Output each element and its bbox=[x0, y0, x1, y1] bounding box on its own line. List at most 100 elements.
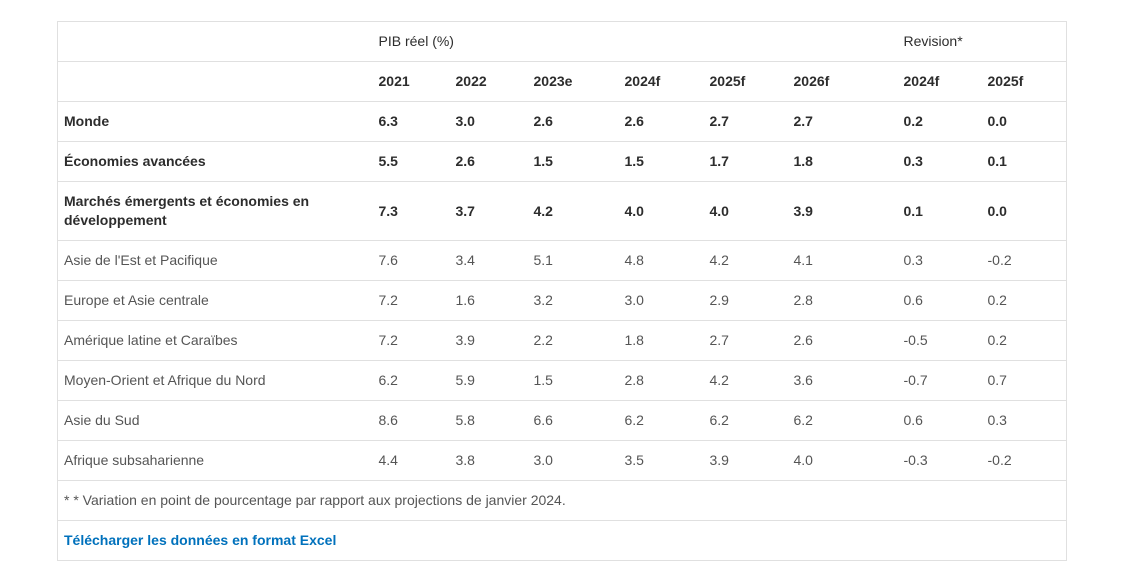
value-cell: 2.7 bbox=[703, 320, 788, 361]
value-cell: 0.3 bbox=[897, 240, 982, 281]
year-column-header: 2023e bbox=[527, 61, 619, 102]
footnote-text: * * Variation en point de pourcentage pa… bbox=[57, 480, 1067, 521]
value-cell: 1.6 bbox=[449, 280, 528, 321]
value-cell: 2.7 bbox=[703, 101, 788, 142]
value-cell: 6.3 bbox=[372, 101, 450, 142]
value-cell: 1.5 bbox=[527, 141, 619, 182]
value-cell: 0.3 bbox=[897, 141, 982, 182]
value-cell: 4.0 bbox=[618, 181, 704, 241]
year-header-row: 2021 2022 2023e 2024f 2025f 2026f 2024f 2025f bbox=[57, 61, 1067, 102]
gdp-forecast-table: PIB réel (%) Revision* 2021 2022 2023e 2024… bbox=[57, 21, 1068, 561]
value-cell: 0.1 bbox=[897, 181, 982, 241]
table-row: Asie de l'Est et Pacifique 7.6 3.4 5.1 4.8 4.… bbox=[57, 240, 1067, 281]
value-cell: 2.2 bbox=[527, 320, 619, 361]
row-label: Moyen-Orient et Afrique du Nord bbox=[57, 360, 373, 401]
value-cell: 4.1 bbox=[787, 240, 898, 281]
year-column-header: 2025f bbox=[981, 61, 1067, 102]
value-cell: 0.1 bbox=[981, 141, 1067, 182]
value-cell: 1.7 bbox=[703, 141, 788, 182]
value-cell: 2.6 bbox=[618, 101, 704, 142]
group-header-row: PIB réel (%) Revision* bbox=[57, 21, 1067, 62]
value-cell: 3.0 bbox=[618, 280, 704, 321]
value-cell: 0.2 bbox=[897, 101, 982, 142]
value-cell: 3.0 bbox=[449, 101, 528, 142]
value-cell: 0.3 bbox=[981, 400, 1067, 441]
value-cell: -0.2 bbox=[981, 240, 1067, 281]
value-cell: 8.6 bbox=[372, 400, 450, 441]
download-excel-link[interactable]: Télécharger les données en format Excel bbox=[64, 532, 337, 548]
value-cell: 2.7 bbox=[787, 101, 898, 142]
value-cell: 0.2 bbox=[981, 320, 1067, 361]
value-cell: 4.2 bbox=[703, 360, 788, 401]
table-body: Monde 6.3 3.0 2.6 2.6 2.7 2.7 0.2 0.0 Économies a… bbox=[57, 101, 1067, 481]
row-label: Europe et Asie centrale bbox=[57, 280, 373, 321]
table-row: Moyen-Orient et Afrique du Nord 6.2 5.9 1.5… bbox=[57, 360, 1067, 401]
year-column-header: 2024f bbox=[618, 61, 704, 102]
value-cell: 4.4 bbox=[372, 440, 450, 481]
download-link-cell: Télécharger les données en format Excel bbox=[57, 520, 1067, 561]
value-cell: 2.8 bbox=[787, 280, 898, 321]
table-row: Afrique subsaharienne 4.4 3.8 3.0 3.5 3.9 4.0-… bbox=[57, 440, 1067, 481]
value-cell: 3.2 bbox=[527, 280, 619, 321]
year-column-header: 2025f bbox=[703, 61, 788, 102]
value-cell: 2.8 bbox=[618, 360, 704, 401]
value-cell: -0.5 bbox=[897, 320, 982, 361]
value-cell: 4.2 bbox=[527, 181, 619, 241]
revision-group-header: Revision* bbox=[897, 21, 1067, 62]
value-cell: 3.9 bbox=[787, 181, 898, 241]
footnote-row: * * Variation en point de pourcentage pa… bbox=[57, 480, 1067, 521]
year-column-header: 2021 bbox=[372, 61, 450, 102]
value-cell: 7.2 bbox=[372, 320, 450, 361]
value-cell: 4.8 bbox=[618, 240, 704, 281]
value-cell: 5.8 bbox=[449, 400, 528, 441]
download-row: Télécharger les données en format Excel bbox=[57, 520, 1067, 561]
value-cell: 6.2 bbox=[703, 400, 788, 441]
row-label: Marchés émergents et économies en dévelo… bbox=[57, 181, 373, 241]
value-cell: 5.1 bbox=[527, 240, 619, 281]
value-cell: 0.6 bbox=[897, 280, 982, 321]
value-cell: 6.2 bbox=[618, 400, 704, 441]
value-cell: -0.3 bbox=[897, 440, 982, 481]
value-cell: 4.0 bbox=[703, 181, 788, 241]
value-cell: 7.2 bbox=[372, 280, 450, 321]
value-cell: 0.6 bbox=[897, 400, 982, 441]
value-cell: 3.7 bbox=[449, 181, 528, 241]
value-cell: 3.9 bbox=[703, 440, 788, 481]
value-cell: 4.0 bbox=[787, 440, 898, 481]
row-label: Asie du Sud bbox=[57, 400, 373, 441]
value-cell: 0.2 bbox=[981, 280, 1067, 321]
empty-label-header-cell bbox=[57, 61, 373, 102]
value-cell: 6.6 bbox=[527, 400, 619, 441]
value-cell: 2.6 bbox=[449, 141, 528, 182]
row-label: Afrique subsaharienne bbox=[57, 440, 373, 481]
value-cell: 0.0 bbox=[981, 101, 1067, 142]
value-cell: -0.2 bbox=[981, 440, 1067, 481]
gdp-forecast-table-container: PIB réel (%) Revision* 2021 2022 2023e 2024… bbox=[57, 21, 1068, 561]
value-cell: -0.7 bbox=[897, 360, 982, 401]
year-column-header: 2022 bbox=[449, 61, 528, 102]
table-row: Europe et Asie centrale 7.2 1.6 3.2 3.0 2.9 2.… bbox=[57, 280, 1067, 321]
value-cell: 5.9 bbox=[449, 360, 528, 401]
row-label: Monde bbox=[57, 101, 373, 142]
table-row: Asie du Sud 8.6 5.8 6.6 6.2 6.2 6.2 0.6 0.3 bbox=[57, 400, 1067, 441]
table-row: Marchés émergents et économies en dévelo… bbox=[57, 181, 1067, 241]
pib-reel-group-header: PIB réel (%) bbox=[372, 21, 898, 62]
value-cell: 3.8 bbox=[449, 440, 528, 481]
table-row: Amérique latine et Caraïbes 7.2 3.9 2.2 1.8 2… bbox=[57, 320, 1067, 361]
empty-corner-cell bbox=[57, 21, 373, 62]
value-cell: 2.9 bbox=[703, 280, 788, 321]
table-row: Monde 6.3 3.0 2.6 2.6 2.7 2.7 0.2 0.0 bbox=[57, 101, 1067, 142]
value-cell: 4.2 bbox=[703, 240, 788, 281]
value-cell: 1.5 bbox=[527, 360, 619, 401]
value-cell: 0.7 bbox=[981, 360, 1067, 401]
value-cell: 5.5 bbox=[372, 141, 450, 182]
value-cell: 1.8 bbox=[787, 141, 898, 182]
row-label: Amérique latine et Caraïbes bbox=[57, 320, 373, 361]
value-cell: 3.9 bbox=[449, 320, 528, 361]
value-cell: 7.6 bbox=[372, 240, 450, 281]
year-column-header: 2024f bbox=[897, 61, 982, 102]
year-column-header: 2026f bbox=[787, 61, 898, 102]
value-cell: 3.6 bbox=[787, 360, 898, 401]
value-cell: 6.2 bbox=[787, 400, 898, 441]
value-cell: 0.0 bbox=[981, 181, 1067, 241]
